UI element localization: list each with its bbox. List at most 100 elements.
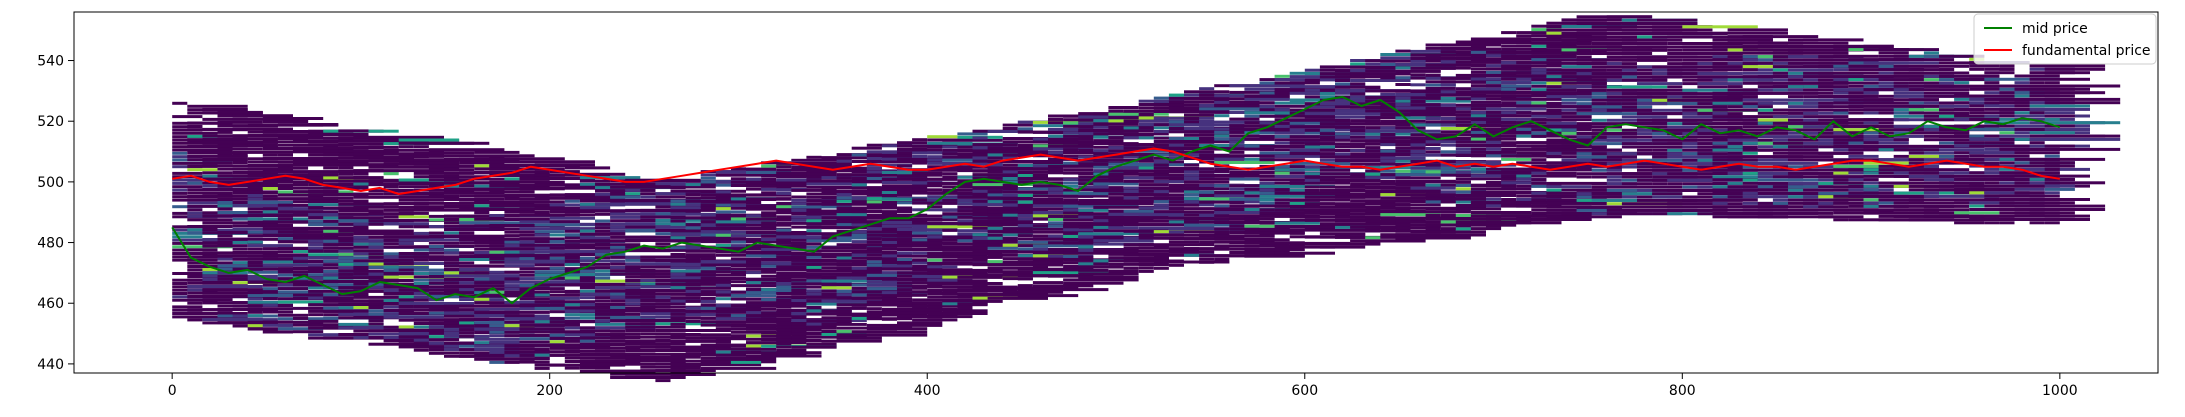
heatmap-cell [1168,110,1215,114]
heatmap-cell [1093,122,1139,126]
heatmap-cell [1289,71,1320,75]
heatmap-cell [1501,191,1517,195]
heatmap-cell [1576,122,1653,126]
heatmap-cell [1395,126,1426,130]
heatmap-cell [1818,215,1834,219]
heatmap-cell [308,253,339,257]
heatmap-cell [1138,266,1154,270]
heatmap-cell [1319,228,1381,232]
heatmap-cell [1908,131,1970,135]
heatmap-cell [293,123,309,127]
heatmap-cell [1893,91,1939,95]
heatmap-cell [957,275,1003,279]
heatmap-cell [1440,53,1471,57]
heatmap-cell [1078,158,1154,162]
heatmap-cell [1637,208,1653,212]
heatmap-cell [1153,266,1169,270]
heatmap-cell [685,193,701,197]
heatmap-cell [1425,230,1486,234]
heatmap-cell [1757,48,1773,52]
heatmap-cell [353,205,369,209]
heatmap-cell [1923,81,1939,85]
heatmap-cell [489,204,565,207]
heatmap-cell [217,244,248,248]
heatmap-cell [1818,175,1864,179]
heatmap-cell [383,222,429,226]
heatmap-cell [1546,165,1577,169]
heatmap-cell [1788,145,1804,149]
heatmap-cell [655,289,701,292]
heatmap-cell [262,257,278,261]
heatmap-cell [1108,186,1124,190]
heatmap-cell [1591,102,1607,106]
heatmap-cell [1455,184,1471,187]
heatmap-cell [353,182,369,186]
heatmap-cell [1214,211,1290,214]
heatmap-cell [459,244,475,248]
heatmap-cell [1108,192,1139,196]
heatmap-cell [1289,191,1320,195]
heatmap-cell [1546,215,1622,219]
heatmap-cell [1516,104,1562,108]
heatmap-cell [474,150,520,154]
heatmap-cell [519,170,535,174]
heatmap-cell [1380,133,1396,136]
heatmap-cell [202,268,218,271]
heatmap-cell [972,269,988,273]
heatmap-cell [1501,47,1547,51]
heatmap-cell [1637,55,1653,59]
heatmap-cell [746,177,762,181]
heatmap-cell [746,201,762,204]
heatmap-cell [1470,197,1486,201]
heatmap-cell [579,179,611,183]
heatmap-cell [1712,61,1728,65]
heatmap-cell [308,319,339,323]
heatmap-cell [1606,42,1622,45]
heatmap-cell [1923,138,1939,142]
heatmap-cell [1818,191,1879,195]
heatmap-cell [1138,263,1169,267]
heatmap-cell [927,228,943,232]
heatmap-cell [715,237,746,241]
heatmap-cell [504,264,535,268]
heatmap-cell [1652,182,1668,186]
heatmap-cell [595,329,611,333]
heatmap-cell [700,270,731,274]
heatmap-cell [715,240,792,244]
heatmap-cell [1667,48,1683,52]
heatmap-cell [640,285,686,289]
heatmap-cell [655,339,671,342]
heatmap-cell [1501,117,1517,121]
heatmap-cell [881,294,897,298]
heatmap-cell [761,281,792,285]
heatmap-cell [610,332,641,336]
heatmap-cell [1319,245,1335,249]
heatmap-cell [1969,67,1985,71]
heatmap-cell [504,317,565,321]
heatmap-cell [1591,68,1607,72]
heatmap-cell [247,167,278,171]
heatmap-cell [685,313,731,317]
heatmap-cell [610,265,626,269]
heatmap-cell [217,154,233,158]
heatmap-cell [776,191,792,195]
heatmap-cell [987,166,1018,170]
heatmap-cell [1138,136,1169,140]
heatmap-cell [1108,126,1139,130]
heatmap-cell [1289,178,1305,182]
heatmap-cell [1984,198,2000,201]
heatmap-cell [1697,42,1713,45]
heatmap-cell [308,179,384,183]
heatmap-cell [1621,142,1653,146]
heatmap-cell [1501,184,1517,188]
heatmap-cell [474,297,490,301]
heatmap-cell [927,191,973,195]
heatmap-cell [353,269,369,273]
heatmap-cell [1803,111,1819,115]
heatmap-cell [625,235,686,239]
heatmap-cell [1908,181,1955,185]
heatmap-cell [353,225,369,229]
heatmap-cell [595,299,611,303]
heatmap-cell [685,183,716,187]
